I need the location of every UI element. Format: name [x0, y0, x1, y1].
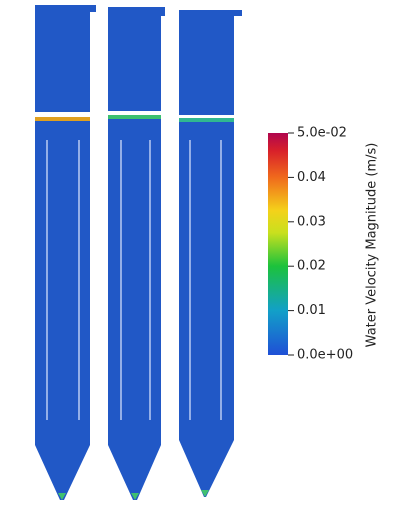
columns [35, 5, 242, 500]
band [108, 115, 161, 119]
tick-label: 0.0e+00 [297, 348, 353, 363]
gap [108, 111, 161, 115]
tick-label: 0.01 [297, 303, 326, 318]
tick-label: 0.02 [297, 259, 326, 274]
band [179, 118, 234, 122]
colorbar-title: Water Velocity Magnitude (m/s) [365, 143, 380, 348]
tick-label: 0.04 [297, 170, 326, 185]
tip [131, 493, 139, 500]
band [35, 117, 90, 121]
tick-label: 0.03 [297, 214, 326, 229]
tip [201, 490, 209, 497]
baffles [46, 140, 222, 420]
gap [179, 115, 234, 118]
column-3 [179, 10, 242, 497]
gap [35, 112, 90, 117]
column-1 [35, 5, 96, 500]
colorbar [268, 133, 288, 355]
tip [58, 493, 66, 500]
column-2 [108, 7, 165, 500]
tick-label: 5.0e-02 [297, 126, 347, 141]
